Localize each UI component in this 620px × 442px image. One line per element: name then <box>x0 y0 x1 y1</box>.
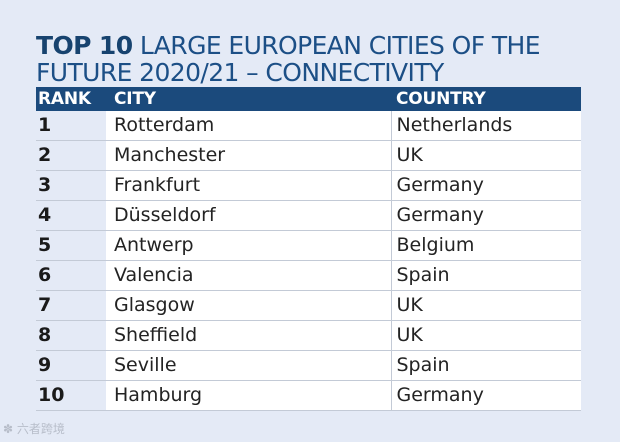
title-text: LARGE EUROPEAN CITIES OF THE FUTURE 2020… <box>36 31 541 87</box>
table-body: 1 Rotterdam Netherlands 2 Manchester UK … <box>36 111 581 411</box>
watermark: ✽ 六者跨境 <box>3 420 65 437</box>
rank-cell: 3 <box>36 170 106 201</box>
rank-cell: 8 <box>36 320 106 351</box>
title-highlight: TOP 10 <box>36 31 133 60</box>
table-row: 9 Seville Spain <box>36 350 581 381</box>
table-row: 5 Antwerp Belgium <box>36 230 581 261</box>
table-row: 7 Glasgow UK <box>36 290 581 321</box>
city-cell: Manchester <box>106 140 391 171</box>
city-cell: Frankfurt <box>106 170 391 201</box>
table-row: 3 Frankfurt Germany <box>36 170 581 201</box>
rank-cell: 2 <box>36 140 106 171</box>
city-cell: Valencia <box>106 260 391 291</box>
city-cell: Hamburg <box>106 380 391 411</box>
page-title: TOP 10 LARGE EUROPEAN CITIES OF THE FUTU… <box>36 32 596 86</box>
table-row: 10 Hamburg Germany <box>36 380 581 411</box>
watermark-text: 六者跨境 <box>16 422 65 436</box>
header-row: RANK CITY COUNTRY <box>36 87 581 111</box>
country-cell: Spain <box>390 350 581 381</box>
table-row: 4 Düsseldorf Germany <box>36 200 581 231</box>
rank-cell: 10 <box>36 380 106 411</box>
table-row: 2 Manchester UK <box>36 140 581 171</box>
country-cell: UK <box>390 140 581 171</box>
rankings-table: RANK CITY COUNTRY 1 Rotterdam Netherland… <box>36 87 581 411</box>
header-rank: RANK <box>36 87 106 111</box>
watermark-logo-icon: ✽ <box>3 422 14 436</box>
table-row: 1 Rotterdam Netherlands <box>36 111 581 141</box>
country-cell: Germany <box>390 380 581 411</box>
city-cell: Düsseldorf <box>106 200 391 231</box>
city-cell: Rotterdam <box>106 111 391 141</box>
country-cell: UK <box>390 320 581 351</box>
country-cell: Netherlands <box>390 111 581 141</box>
rank-cell: 9 <box>36 350 106 381</box>
country-cell: Belgium <box>390 230 581 261</box>
country-cell: Germany <box>390 170 581 201</box>
table-row: 6 Valencia Spain <box>36 260 581 291</box>
table-header: RANK CITY COUNTRY <box>36 87 581 111</box>
city-cell: Sheffield <box>106 320 391 351</box>
rank-cell: 7 <box>36 290 106 321</box>
city-cell: Glasgow <box>106 290 391 321</box>
header-city: CITY <box>106 87 391 111</box>
country-cell: Spain <box>390 260 581 291</box>
country-cell: UK <box>390 290 581 321</box>
rank-cell: 6 <box>36 260 106 291</box>
header-country: COUNTRY <box>391 87 581 111</box>
rank-cell: 1 <box>36 111 106 141</box>
country-cell: Germany <box>390 200 581 231</box>
table-row: 8 Sheffield UK <box>36 320 581 351</box>
city-cell: Antwerp <box>106 230 391 261</box>
rank-cell: 5 <box>36 230 106 261</box>
rank-cell: 4 <box>36 200 106 231</box>
city-cell: Seville <box>106 350 391 381</box>
